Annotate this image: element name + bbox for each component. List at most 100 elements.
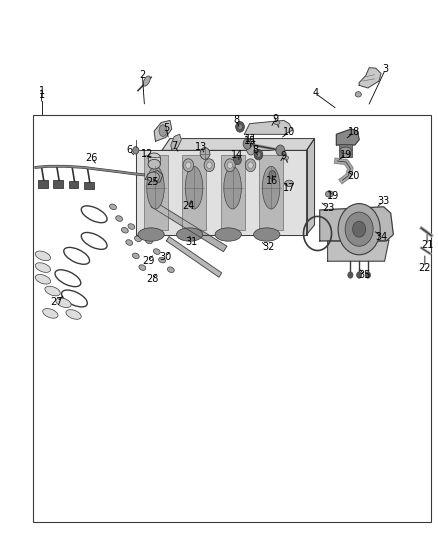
Text: 22: 22 [419, 263, 431, 272]
Circle shape [243, 139, 252, 149]
Ellipse shape [147, 166, 164, 209]
Text: 32: 32 [262, 243, 274, 252]
Text: 20: 20 [348, 171, 360, 181]
Polygon shape [328, 240, 389, 261]
Ellipse shape [110, 204, 117, 209]
Text: 27: 27 [51, 297, 63, 306]
Text: 4: 4 [312, 88, 318, 98]
Polygon shape [307, 139, 314, 235]
Text: 29: 29 [142, 256, 154, 266]
Circle shape [207, 162, 212, 168]
Bar [33, 115, 431, 522]
Polygon shape [320, 207, 393, 241]
Ellipse shape [262, 166, 280, 209]
Ellipse shape [215, 228, 241, 241]
Text: 16: 16 [266, 176, 279, 186]
Bar [339, 144, 352, 157]
Circle shape [233, 155, 241, 165]
Text: 2: 2 [139, 70, 145, 79]
Ellipse shape [274, 120, 280, 125]
Ellipse shape [285, 180, 293, 187]
Polygon shape [151, 201, 227, 252]
Text: 19: 19 [327, 191, 339, 201]
Text: 8: 8 [253, 146, 259, 155]
Ellipse shape [224, 166, 241, 209]
Ellipse shape [247, 143, 254, 155]
Ellipse shape [134, 236, 141, 241]
Bar [182, 155, 206, 230]
Polygon shape [171, 134, 181, 149]
Circle shape [254, 149, 263, 160]
Text: 6: 6 [126, 146, 132, 155]
Ellipse shape [128, 224, 135, 229]
Bar [69, 181, 78, 188]
Circle shape [353, 221, 366, 237]
Text: 7: 7 [171, 141, 177, 151]
Circle shape [238, 124, 242, 130]
Ellipse shape [138, 228, 164, 241]
Text: 14: 14 [231, 150, 244, 159]
Text: 15: 15 [244, 136, 257, 146]
Ellipse shape [342, 151, 350, 158]
Bar [144, 155, 168, 230]
Ellipse shape [147, 172, 159, 182]
Text: 23: 23 [322, 203, 335, 213]
Bar [84, 182, 94, 189]
Circle shape [227, 162, 233, 168]
Circle shape [345, 212, 373, 246]
Ellipse shape [35, 274, 51, 284]
Text: 35: 35 [358, 270, 371, 280]
Circle shape [357, 272, 362, 278]
Text: 24: 24 [182, 201, 194, 211]
Ellipse shape [159, 257, 166, 263]
Text: 28: 28 [146, 274, 159, 284]
Ellipse shape [185, 166, 203, 209]
Text: 30: 30 [159, 252, 172, 262]
Text: 9: 9 [272, 115, 278, 124]
Ellipse shape [145, 238, 152, 244]
Text: 34: 34 [376, 232, 388, 241]
Ellipse shape [139, 265, 146, 270]
Ellipse shape [167, 267, 174, 272]
Polygon shape [359, 68, 381, 88]
Ellipse shape [45, 286, 60, 296]
Circle shape [276, 145, 285, 156]
Circle shape [348, 272, 353, 278]
Text: 17: 17 [283, 183, 295, 192]
Ellipse shape [42, 309, 58, 318]
Bar [221, 155, 245, 230]
Ellipse shape [177, 228, 203, 241]
Polygon shape [336, 129, 359, 145]
Text: 31: 31 [185, 237, 197, 247]
Ellipse shape [148, 153, 160, 163]
Ellipse shape [340, 147, 351, 154]
Polygon shape [166, 237, 222, 277]
Ellipse shape [126, 240, 133, 245]
Ellipse shape [66, 310, 81, 319]
Ellipse shape [325, 191, 333, 197]
Circle shape [204, 159, 215, 172]
Ellipse shape [148, 159, 160, 169]
Text: 19: 19 [340, 150, 352, 159]
Ellipse shape [56, 298, 71, 308]
Ellipse shape [132, 253, 139, 259]
Text: 18: 18 [348, 127, 360, 137]
Circle shape [248, 162, 253, 168]
Ellipse shape [355, 92, 361, 97]
Polygon shape [145, 171, 163, 182]
Text: 26: 26 [85, 153, 97, 163]
Circle shape [245, 159, 256, 172]
Circle shape [365, 272, 371, 278]
Text: 25: 25 [146, 177, 159, 187]
Bar [259, 155, 283, 230]
Circle shape [225, 159, 235, 172]
Bar [38, 180, 48, 188]
Ellipse shape [35, 263, 51, 272]
Text: 1: 1 [39, 90, 45, 100]
Bar [148, 157, 160, 164]
Polygon shape [244, 120, 293, 134]
Circle shape [236, 122, 244, 132]
Text: 5: 5 [163, 123, 170, 133]
Polygon shape [136, 150, 307, 235]
Ellipse shape [116, 216, 123, 221]
